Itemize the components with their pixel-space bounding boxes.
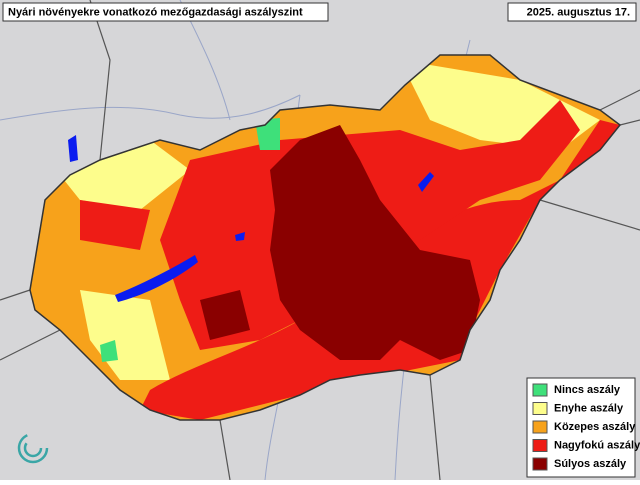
country-outline (29, 54, 622, 421)
legend-swatch (532, 402, 548, 415)
legend-label: Nincs aszály (554, 384, 621, 396)
legend-label: Közepes aszály (554, 421, 636, 433)
date: 2025. augusztus 17. (527, 6, 630, 18)
legend-swatch (532, 420, 548, 434)
legend-swatch (532, 439, 548, 452)
lakes (68, 135, 434, 302)
title: Nyári növényekre vonatkozó mezőgazdasági… (8, 6, 303, 18)
legend-label: Enyhe aszály (554, 402, 624, 414)
legend-swatch (532, 457, 548, 471)
title-box (2, 2, 329, 22)
legend-swatch (532, 383, 548, 397)
legend-label: Súlyos aszály (554, 458, 627, 470)
date-box (507, 2, 637, 22)
legend-label: Nagyfokú aszály (554, 439, 640, 451)
legend: Nincs aszály Enyhe aszály Közepes aszály Na… (532, 383, 640, 471)
logo (17, 432, 49, 464)
